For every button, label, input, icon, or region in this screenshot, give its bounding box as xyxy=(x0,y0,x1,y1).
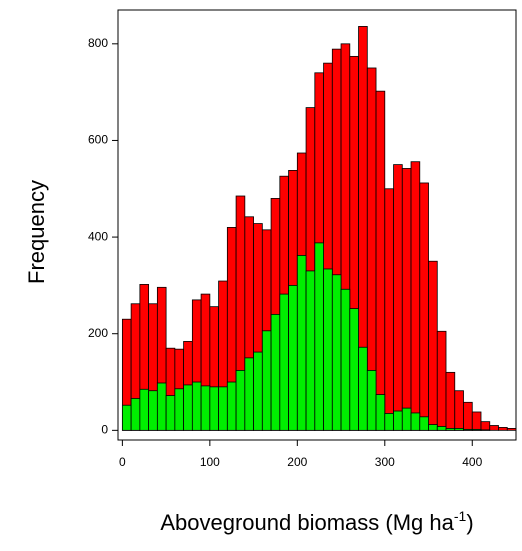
bar-series-2-bin-290 xyxy=(376,395,385,431)
bar-series-1-bin-310 xyxy=(394,165,403,431)
bar-series-2-bin-70 xyxy=(184,385,193,430)
bar-series-2-bin-180 xyxy=(280,294,289,430)
bar-series-1-bin-340 xyxy=(420,183,429,430)
bar-series-2-bin-230 xyxy=(324,269,333,430)
bar-series-1-bin-290 xyxy=(376,91,385,430)
bar-series-2-bin-140 xyxy=(245,358,254,430)
bar-series-2-bin-130 xyxy=(236,370,245,430)
bar-series-2-bin-50 xyxy=(166,396,175,431)
bars-layer xyxy=(122,26,516,430)
y-tick-label-600: 600 xyxy=(88,133,108,147)
x-axis-label-main: Aboveground biomass (Mg ha xyxy=(160,510,454,535)
bar-series-2-bin-240 xyxy=(332,275,341,431)
bar-series-2-bin-250 xyxy=(341,289,350,430)
bar-series-1-bin-420 xyxy=(490,426,499,431)
bar-series-2-bin-10 xyxy=(131,398,140,430)
bar-series-1-bin-350 xyxy=(429,261,438,430)
bar-series-2-bin-60 xyxy=(175,389,184,431)
bar-series-2-bin-110 xyxy=(219,387,228,430)
bar-series-2-bin-220 xyxy=(315,243,324,430)
x-tick-label-400: 400 xyxy=(462,455,482,469)
x-tick-label-200: 200 xyxy=(287,455,307,469)
bar-series-1-bin-390 xyxy=(464,402,473,430)
y-tick-label-400: 400 xyxy=(88,229,108,243)
bar-series-2-bin-160 xyxy=(262,331,271,431)
bar-series-2-bin-80 xyxy=(192,382,201,430)
bar-series-2-bin-350 xyxy=(429,425,438,431)
bar-series-2-bin-90 xyxy=(201,386,210,430)
bar-series-2-bin-100 xyxy=(210,387,219,430)
bar-series-2-bin-260 xyxy=(350,309,359,431)
x-tick-label-300: 300 xyxy=(375,455,395,469)
bar-series-1-bin-380 xyxy=(455,391,464,431)
x-tick-label-0: 0 xyxy=(119,455,126,469)
bar-series-2-bin-300 xyxy=(385,413,394,430)
y-tick-label-200: 200 xyxy=(88,326,108,340)
x-tick-label-100: 100 xyxy=(200,455,220,469)
bar-series-2-bin-380 xyxy=(455,428,464,430)
y-tick-label-0: 0 xyxy=(101,423,108,437)
bar-series-2-bin-310 xyxy=(394,411,403,430)
bar-series-2-bin-30 xyxy=(149,391,158,431)
bar-series-2-bin-320 xyxy=(402,408,411,430)
bar-series-1-bin-320 xyxy=(402,168,411,430)
bar-series-2-bin-340 xyxy=(420,417,429,431)
bar-series-2-bin-400 xyxy=(472,429,481,430)
bar-series-1-bin-360 xyxy=(437,331,446,430)
y-tick-label-800: 800 xyxy=(88,36,108,50)
bar-series-2-bin-120 xyxy=(227,382,236,430)
bar-series-1-bin-410 xyxy=(481,422,490,431)
bar-series-2-bin-390 xyxy=(464,429,473,430)
bar-series-1-bin-300 xyxy=(385,189,394,431)
bar-series-2-bin-0 xyxy=(122,405,131,430)
bar-series-1-bin-430 xyxy=(499,427,508,430)
bar-series-2-bin-270 xyxy=(359,347,368,430)
bar-series-2-bin-20 xyxy=(140,389,149,430)
bar-series-2-bin-170 xyxy=(271,314,280,430)
x-axis-label: Aboveground biomass (Mg ha-1) xyxy=(160,508,473,535)
bar-series-2-bin-280 xyxy=(367,370,376,430)
bar-series-1-bin-370 xyxy=(446,372,455,430)
x-axis-label-end: ) xyxy=(466,510,473,535)
bar-series-1-bin-400 xyxy=(472,412,481,430)
bar-series-2-bin-360 xyxy=(437,426,446,430)
x-axis-label-sup: -1 xyxy=(454,508,467,524)
bar-series-2-bin-370 xyxy=(446,428,455,430)
bar-series-2-bin-190 xyxy=(289,285,298,430)
y-axis-label: Frequency xyxy=(24,180,49,284)
bar-series-2-bin-150 xyxy=(254,352,263,430)
bar-series-2-bin-210 xyxy=(306,271,315,430)
bar-series-2-bin-200 xyxy=(297,255,306,430)
bar-series-2-bin-330 xyxy=(411,413,420,430)
bar-series-2-bin-40 xyxy=(157,383,166,430)
bar-series-1-bin-440 xyxy=(507,428,516,430)
bar-series-1-bin-330 xyxy=(411,162,420,431)
